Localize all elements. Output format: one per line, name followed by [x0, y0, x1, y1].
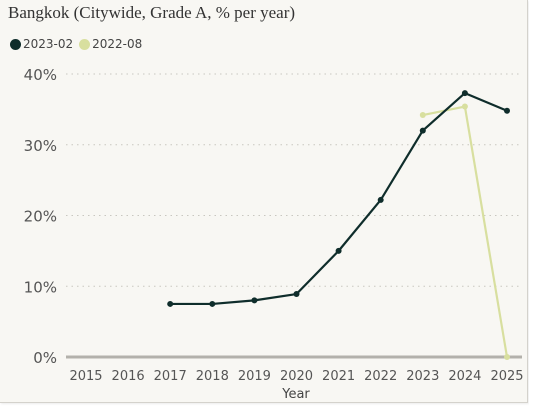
data-point-2023-02 [293, 291, 300, 298]
line-chart: 0% 10% 20% 30% 40% 2015 2016 2017 2018 2019 2020 20… [24, 66, 524, 402]
x-tick-label: 2018 [196, 369, 229, 384]
data-point-2023-02 [335, 247, 342, 254]
data-point-2023-02 [251, 297, 258, 304]
data-point-2023-02 [209, 300, 216, 307]
data-point-2022-08 [419, 112, 426, 119]
x-tick-label: 2019 [238, 369, 271, 384]
data-point-2022-08 [461, 103, 468, 110]
x-tick-label: 2021 [322, 369, 355, 384]
x-tick-label: 2022 [364, 369, 397, 384]
legend-item-2023-02[interactable]: 2023-02 [10, 37, 73, 51]
y-tick-label: 0% [33, 349, 57, 367]
scrollbar-strip [529, 0, 533, 410]
data-point-2023-02 [419, 127, 426, 134]
y-tick-label: 20% [24, 208, 57, 226]
data-point-2023-02 [167, 300, 174, 307]
data-point-2023-02 [504, 107, 510, 114]
data-point-2023-02 [461, 90, 468, 97]
y-tick-label: 30% [24, 137, 57, 155]
series-line-2022-08 [422, 105, 509, 358]
y-tick-label: 40% [24, 66, 57, 84]
chart-legend: 2023-02 2022-08 [10, 37, 148, 51]
x-tick-label: 2015 [69, 369, 102, 384]
legend-label-2022-08: 2022-08 [92, 37, 143, 51]
x-axis-label: Year [281, 387, 310, 402]
data-point-2023-02 [377, 196, 384, 203]
x-tick-label: 2020 [280, 369, 313, 384]
x-tick-label: 2024 [448, 369, 481, 384]
data-point-2022-08 [504, 354, 510, 360]
x-tick-label: 2025 [490, 369, 523, 384]
x-tick-label: 2016 [112, 369, 145, 384]
x-tick-label: 2023 [406, 369, 439, 384]
chart-card: Bangkok (Citywide, Grade A, % per year) … [0, 0, 528, 403]
series-line-2023-02 [170, 92, 508, 306]
y-tick-label: 10% [24, 278, 57, 296]
chart-title: Bangkok (Citywide, Grade A, % per year) [8, 3, 296, 22]
legend-label-2023-02: 2023-02 [23, 37, 74, 51]
x-tick-label: 2017 [154, 369, 187, 384]
legend-item-2022-08[interactable]: 2022-08 [79, 37, 142, 51]
legend-dot-2023-02 [10, 38, 21, 50]
legend-dot-2022-08 [79, 38, 91, 50]
